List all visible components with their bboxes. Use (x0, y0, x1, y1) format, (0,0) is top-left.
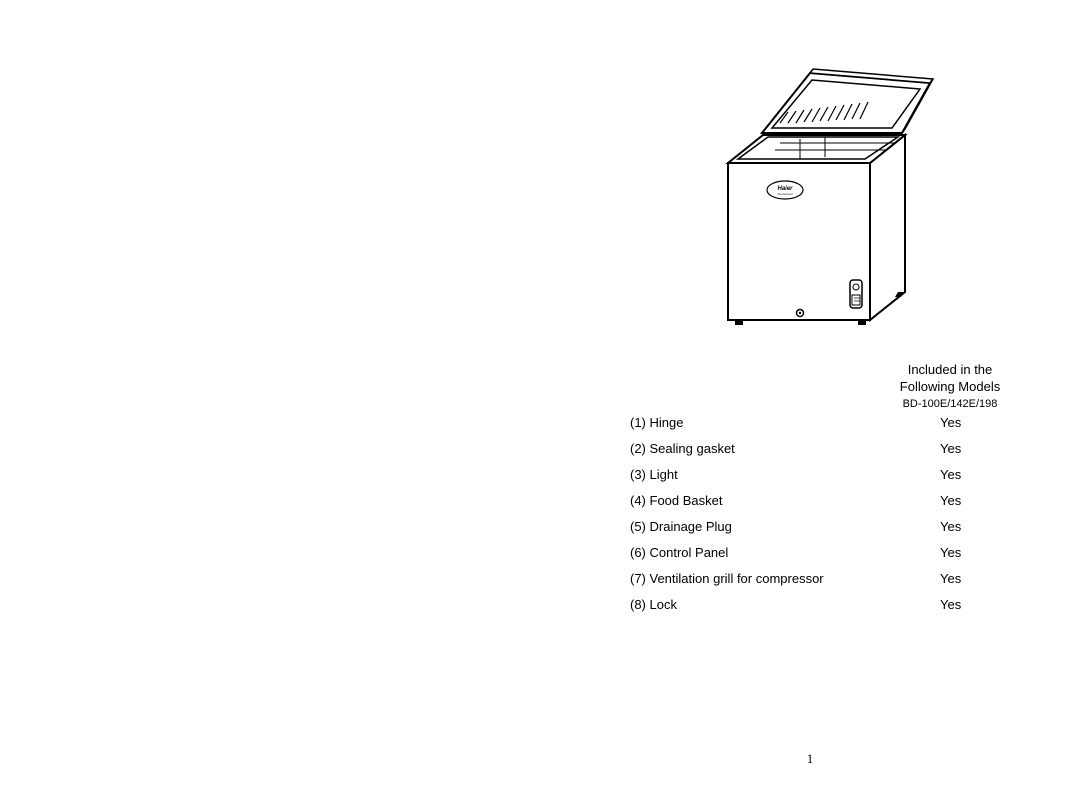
feature-value: Yes (940, 597, 1000, 612)
freezer-illustration: Haier thermocool (680, 55, 935, 345)
feature-label: (8) Lock (630, 597, 940, 612)
feature-value: Yes (940, 493, 1000, 508)
feature-row: (6) Control PanelYes (630, 545, 1000, 560)
feature-label: (6) Control Panel (630, 545, 940, 560)
feature-label: (1) Hinge (630, 415, 940, 430)
header-model: BD-100E/142E/198 (895, 398, 1005, 410)
feature-value: Yes (940, 545, 1000, 560)
feature-label: (2) Sealing gasket (630, 441, 940, 456)
feature-value: Yes (940, 467, 1000, 482)
feature-label: (4) Food Basket (630, 493, 940, 508)
manual-page: Haier thermocool Included in the Followi… (540, 0, 1080, 792)
page-number: 1 (540, 751, 1080, 767)
feature-row: (2) Sealing gasketYes (630, 441, 1000, 456)
models-header: Included in the Following Models BD-100E… (895, 362, 1005, 410)
feature-label: (3) Light (630, 467, 940, 482)
header-line1: Included in the (895, 362, 1005, 379)
svg-text:thermocool: thermocool (778, 192, 793, 196)
feature-value: Yes (940, 571, 1000, 586)
feature-row: (8) LockYes (630, 597, 1000, 612)
feature-value: Yes (940, 415, 1000, 430)
feature-row: (4) Food BasketYes (630, 493, 1000, 508)
feature-row: (5) Drainage PlugYes (630, 519, 1000, 534)
feature-value: Yes (940, 519, 1000, 534)
feature-row: (1) HingeYes (630, 415, 1000, 430)
feature-label: (5) Drainage Plug (630, 519, 940, 534)
freezer-svg: Haier thermocool (680, 55, 935, 345)
feature-row: (7) Ventilation grill for compressorYes (630, 571, 1000, 586)
feature-value: Yes (940, 441, 1000, 456)
feature-row: (3) LightYes (630, 467, 1000, 482)
header-line2: Following Models (895, 379, 1005, 396)
feature-table: (1) HingeYes(2) Sealing gasketYes(3) Lig… (630, 415, 1000, 623)
feature-label: (7) Ventilation grill for compressor (630, 571, 940, 586)
